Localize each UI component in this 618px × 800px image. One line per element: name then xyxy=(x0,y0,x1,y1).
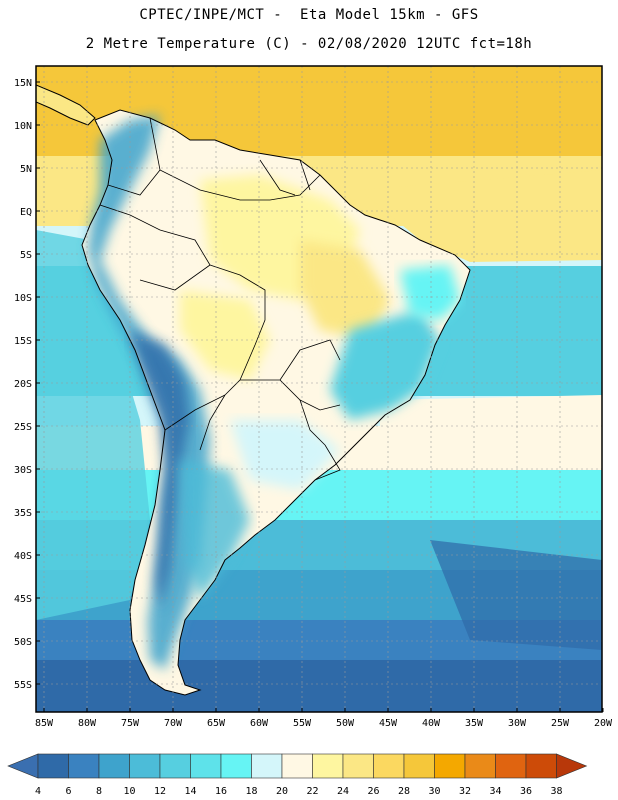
map-border xyxy=(35,65,603,713)
colorbar-swatch-4 xyxy=(159,753,191,779)
lat-label-2: 5N xyxy=(20,164,32,175)
colorbar-label-9: 22 xyxy=(306,786,318,797)
northeast-cool-zone xyxy=(400,265,460,320)
lon-label-1: 80W xyxy=(78,718,97,729)
colorbar-label-5: 14 xyxy=(184,786,196,797)
colorbar-label-10: 24 xyxy=(337,786,349,797)
colorbar-swatch-0 xyxy=(37,753,69,779)
lon-label-6: 55W xyxy=(293,718,312,729)
colorbar-label-4: 12 xyxy=(154,786,166,797)
andes-coldest-core xyxy=(130,330,190,610)
colorbar-swatch-6 xyxy=(220,753,252,779)
colorbar-label-7: 18 xyxy=(245,786,257,797)
colorbar-max-arrow xyxy=(556,753,588,779)
temperature-colorbar: 4 6 8 10 12 14 16 18 20 22 24 26 28 30 32 34 36 38 xyxy=(7,753,588,797)
lat-label-11: 40S xyxy=(14,551,32,562)
longitude-labels: 85W 80W 75W 70W 65W 60W 55W 50W 45W 40W 35W 30W 25W 2… xyxy=(35,708,613,729)
lon-label-3: 70W xyxy=(164,718,183,729)
colorbar-label-3: 10 xyxy=(123,786,135,797)
lat-label-10: 35S xyxy=(14,508,32,519)
warm-atlantic-patch xyxy=(360,170,602,262)
lat-label-13: 50S xyxy=(14,637,32,648)
colorbar-swatch-7 xyxy=(251,753,283,779)
colorbar-swatch-11 xyxy=(373,753,405,779)
colorbar-label-2: 8 xyxy=(96,786,102,797)
colorbar-swatch-3 xyxy=(129,753,161,779)
lat-label-6: 15S xyxy=(14,336,32,347)
lon-label-11: 30W xyxy=(508,718,527,729)
colorbar-swatch-16 xyxy=(525,753,557,779)
graticule xyxy=(36,66,602,712)
colorbar-label-16: 36 xyxy=(520,786,532,797)
colorbar-swatch-1 xyxy=(68,753,100,779)
patagonia-cool-zone xyxy=(180,460,250,600)
lat-label-1: 10N xyxy=(14,121,32,132)
central-warm-zone xyxy=(180,290,270,380)
colorbar-label-8: 20 xyxy=(276,786,288,797)
colorbar-swatch-13 xyxy=(434,753,466,779)
colorbar-label-13: 30 xyxy=(428,786,440,797)
country-borders xyxy=(99,117,341,481)
continent-coastline xyxy=(81,109,471,696)
colorbar-swatch-12 xyxy=(403,753,435,779)
temperature-field xyxy=(36,66,602,712)
lon-label-7: 50W xyxy=(336,718,355,729)
colorbar-label-0: 4 xyxy=(35,786,41,797)
lon-label-2: 75W xyxy=(121,718,140,729)
pacific-cool-water xyxy=(36,230,150,620)
lat-label-14: 55S xyxy=(14,680,32,691)
colorbar-swatch-15 xyxy=(495,753,527,779)
colorbar-swatch-5 xyxy=(190,753,222,779)
colorbar-swatch-10 xyxy=(342,753,374,779)
colorbar-min-arrow xyxy=(7,753,39,779)
andes-cold-belt xyxy=(88,115,210,670)
lon-label-8: 45W xyxy=(379,718,398,729)
colorbar-swatch-14 xyxy=(464,753,496,779)
subtropical-atlantic-patch xyxy=(380,395,602,460)
colorbar-label-14: 32 xyxy=(459,786,471,797)
lat-label-4: 5S xyxy=(20,250,32,261)
lat-label-9: 30S xyxy=(14,465,32,476)
colorbar-label-6: 16 xyxy=(215,786,227,797)
lon-label-0: 85W xyxy=(35,718,54,729)
colorbar-swatch-9 xyxy=(312,753,344,779)
brazil-highlands-cool xyxy=(330,310,440,420)
lon-label-13: 20W xyxy=(594,718,613,729)
lat-label-3: EQ xyxy=(20,207,32,218)
south-plains-cool xyxy=(230,420,340,490)
lon-label-10: 35W xyxy=(465,718,484,729)
colorbar-swatch-2 xyxy=(98,753,130,779)
colorbar-label-1: 6 xyxy=(65,786,71,797)
colorbar-swatch-8 xyxy=(281,753,313,779)
brazil-warm-zone xyxy=(300,240,390,340)
lon-label-9: 40W xyxy=(422,718,441,729)
lon-label-12: 25W xyxy=(551,718,570,729)
map-title-line-2: 2 Metre Temperature (C) - 02/08/2020 12U… xyxy=(85,36,533,52)
colorbar-label-11: 26 xyxy=(367,786,379,797)
colorbar-label-15: 34 xyxy=(489,786,501,797)
cold-south-atlantic-patch xyxy=(430,540,602,650)
latitude-labels: 15N 10N 5N EQ 5S 10S 15S 20S 25S 30S 35S 40S 45S 50S 5… xyxy=(14,78,40,691)
lon-label-4: 65W xyxy=(207,718,226,729)
lat-label-5: 10S xyxy=(14,293,32,304)
lon-label-5: 60W xyxy=(250,718,269,729)
colorbar-label-12: 28 xyxy=(398,786,410,797)
lat-label-0: 15N xyxy=(14,78,32,89)
lat-label-8: 25S xyxy=(14,422,32,433)
lat-label-7: 20S xyxy=(14,379,32,390)
colorbar-label-17: 38 xyxy=(550,786,562,797)
lat-label-12: 45S xyxy=(14,594,32,605)
map-title-line-1: CPTEC/INPE/MCT - Eta Model 15km - GFS xyxy=(139,7,479,23)
